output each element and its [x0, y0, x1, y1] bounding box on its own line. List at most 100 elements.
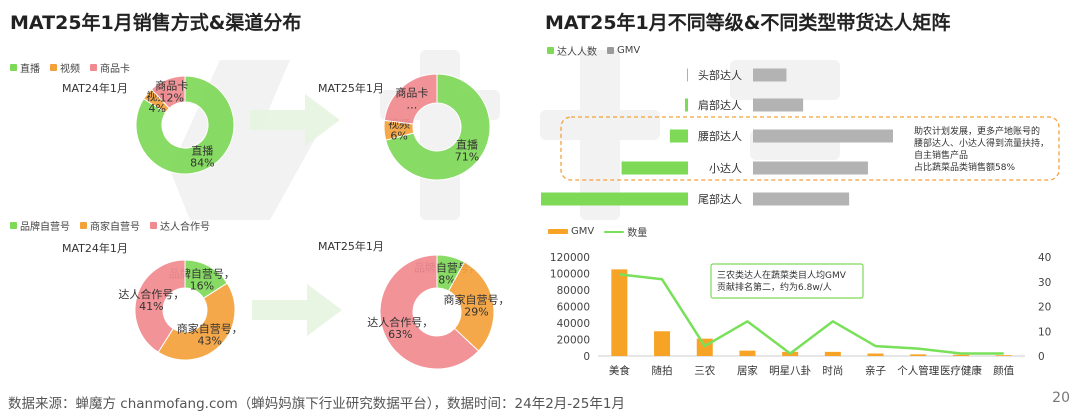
- legend-swatch: [548, 229, 568, 234]
- pie-slice: [135, 75, 235, 175]
- transition-arrow: [250, 94, 340, 146]
- gmv-bar: [654, 331, 671, 356]
- x-tick-label: 美食: [609, 364, 630, 377]
- gmv-bar: [867, 353, 884, 356]
- legend-swatch: [604, 230, 625, 233]
- y2-tick-label: 10: [1038, 326, 1051, 338]
- legend-item: 数量: [604, 224, 647, 239]
- pie-slice-label: 商家自营号， 29%: [444, 293, 510, 319]
- count-bar: [621, 161, 688, 175]
- category-label: 头部达人: [698, 68, 742, 82]
- y2-tick-label: 30: [1038, 277, 1051, 289]
- count-bar: [541, 192, 688, 206]
- legend-label: 视频: [60, 64, 80, 75]
- legend-swatch: [50, 64, 57, 71]
- pie-title-channel-mat25: MAT25年1月: [318, 240, 384, 253]
- channel-legend: 品牌自营号 商家自营号 达人合作号: [10, 218, 210, 233]
- level-legend: 达人人数 GMV: [547, 43, 640, 58]
- pie-slice-label: 商家自营号， 43%: [177, 322, 243, 348]
- legend-swatch: [90, 64, 97, 71]
- legend-swatch: [10, 222, 17, 229]
- x-tick-label: 颜值: [993, 364, 1014, 377]
- legend-swatch: [80, 222, 87, 229]
- legend-label: GMV: [617, 45, 641, 56]
- page-number: 20: [1052, 390, 1070, 406]
- right-title: MAT25年1月不同等级&不同类型带货达人矩阵: [545, 12, 951, 34]
- legend-label: 直播: [20, 64, 40, 75]
- donut-sales-mat25: 直播 71%视频 6%商品卡…: [383, 73, 491, 181]
- y-tick-label: 60000: [557, 302, 590, 314]
- donut-channel-mat25: 品牌自营号， 8%商家自营号， 29%达人合作号， 63%: [367, 254, 510, 370]
- legend-swatch: [150, 222, 157, 229]
- pie-slice: [150, 75, 186, 109]
- gmv-bar: [910, 354, 927, 356]
- type-legend: GMV 数量: [548, 224, 647, 239]
- y-tick-label: 20000: [557, 335, 590, 347]
- category-label: 肩部达人: [698, 98, 742, 112]
- pie-slice-label: 达人合作号， 63%: [367, 315, 433, 341]
- gmv-bar: [952, 354, 969, 356]
- gmv-bar: [995, 355, 1012, 356]
- legend-item: 视频: [50, 60, 80, 75]
- y-tick-label: 40000: [557, 318, 590, 330]
- pie-slice: [383, 73, 438, 125]
- y2-tick-label: 0: [1038, 351, 1045, 363]
- pie-slice: [134, 259, 186, 353]
- pie-slice-label: 达人合作号， 41%: [118, 287, 184, 313]
- x-tick-label: 明星八卦: [769, 364, 811, 377]
- donut-channel-mat24: 品牌自营号， 16%商家自营号， 43%达人合作号， 41%: [118, 259, 243, 361]
- gmv-bar: [824, 351, 841, 356]
- type-annotation: 三农类达人在蔬菜类目人均GMV 贡献排名第二，约为6.8w/人: [717, 269, 847, 293]
- count-bar: [684, 98, 688, 112]
- legend-label: 达人人数: [557, 47, 597, 58]
- gmv-bar: [611, 269, 628, 356]
- count-bar: [669, 129, 688, 143]
- y-tick-label: 100000: [550, 269, 590, 281]
- legend-swatch: [547, 47, 554, 54]
- influencer-type-chart: 0 20000 40000 60000 80000 100000 120000 0 10 20 30…: [550, 252, 1051, 377]
- legend-swatch: [607, 47, 614, 54]
- pie-title-channel-mat24: MAT24年1月: [62, 242, 128, 255]
- x-tick-label: 三农: [694, 364, 715, 377]
- legend-label: 品牌自营号: [20, 222, 70, 233]
- y2-tick-label: 20: [1038, 302, 1051, 314]
- legend-label: 数量: [627, 228, 648, 239]
- x-tick-label: 时尚: [822, 364, 843, 377]
- y-tick-label: 80000: [557, 285, 590, 297]
- pie-slice: [447, 261, 495, 352]
- legend-item: GMV: [607, 45, 640, 56]
- pie-slice: [157, 282, 236, 361]
- pie-slice: [385, 73, 491, 181]
- legend-swatch: [10, 64, 17, 71]
- gmv-bar: [753, 192, 850, 206]
- category-label: 腰部达人: [698, 129, 742, 143]
- gmv-bar: [753, 161, 868, 175]
- legend-label: 商家自营号: [90, 222, 140, 233]
- legend-item: 品牌自营号: [10, 218, 70, 233]
- category-label: 小达人: [709, 162, 742, 175]
- donut-sales-mat24: 直播 84%视频 4%商品卡 12%: [135, 75, 342, 336]
- legend-label: GMV: [571, 226, 595, 237]
- category-label: 尾部达人: [698, 192, 742, 206]
- count-bar: [686, 68, 688, 82]
- pie-slice: [379, 254, 480, 370]
- x-tick-label: 个人管理: [897, 364, 939, 377]
- x-tick-label: 居家: [737, 364, 758, 377]
- legend-item: 达人合作号: [150, 218, 210, 233]
- data-source-footer: 数据来源：蝉魔方 chanmofang.com（蝉妈妈旗下行业研究数据平台），数…: [8, 396, 625, 412]
- y2-tick-label: 40: [1038, 252, 1051, 264]
- legend-label: 达人合作号: [160, 222, 210, 233]
- legend-item: GMV: [548, 226, 594, 237]
- x-tick-label: 医疗健康: [940, 364, 982, 377]
- gmv-bar: [753, 98, 804, 112]
- y-tick-label: 0: [583, 351, 590, 363]
- legend-item: 达人人数: [547, 43, 597, 58]
- x-tick-label: 随拍: [652, 364, 673, 377]
- gmv-bar: [753, 68, 787, 82]
- y-tick-label: 120000: [550, 252, 590, 264]
- transition-arrow: [252, 284, 342, 336]
- type-annotation-box: [710, 263, 864, 299]
- legend-item: 商家自营号: [80, 218, 140, 233]
- legend-label: 商品卡: [100, 64, 130, 75]
